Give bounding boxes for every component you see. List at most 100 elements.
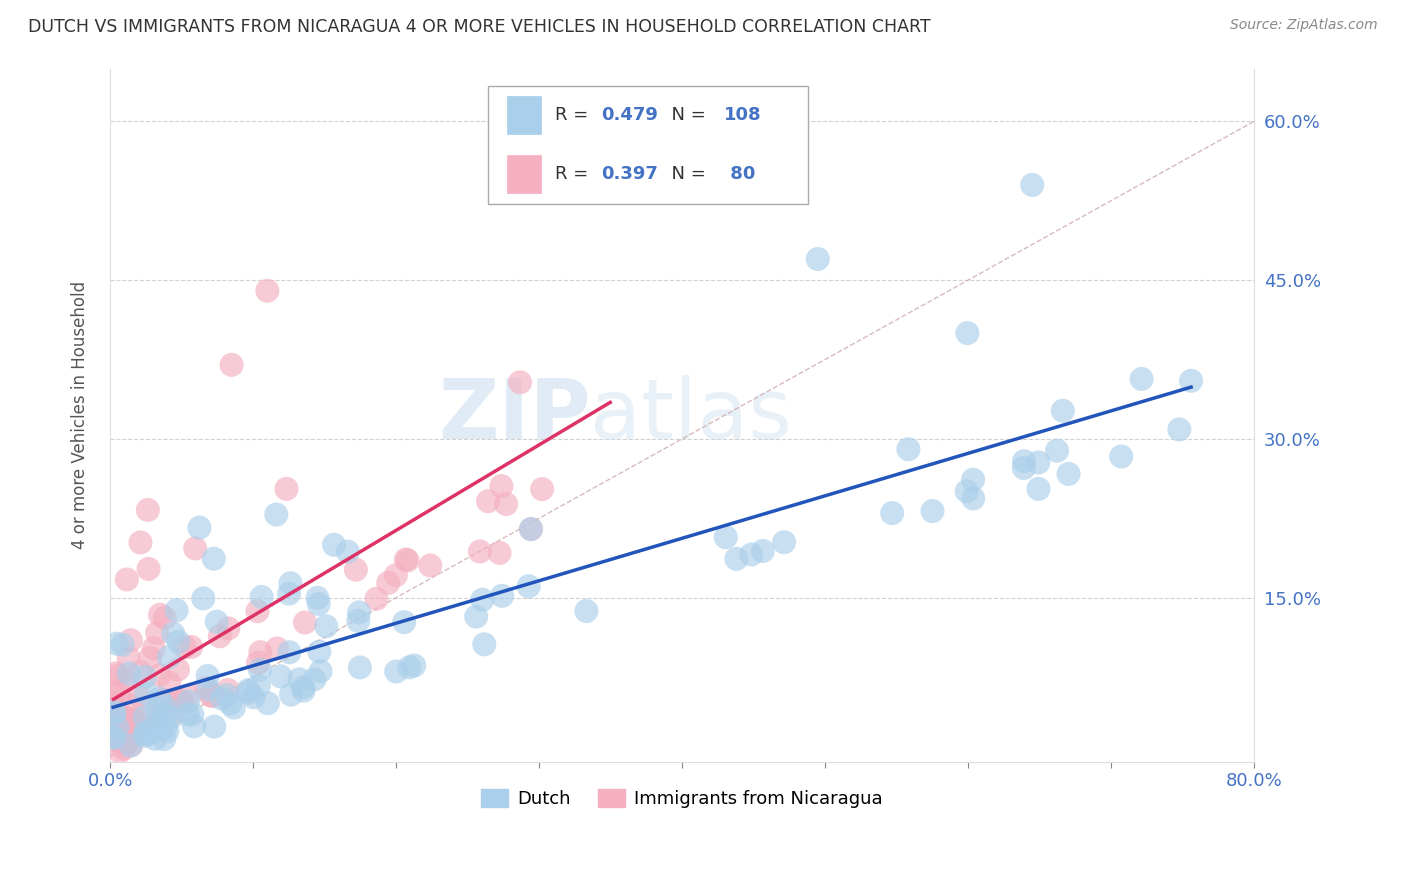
- Point: [112, 741, 135, 756]
- Point: [280, 688, 302, 702]
- Point: [288, 672, 311, 686]
- Point: [256, 696, 278, 710]
- Point: [166, 603, 188, 617]
- Point: [149, 691, 172, 706]
- Point: [491, 479, 513, 493]
- Point: [127, 688, 149, 702]
- Bar: [508, 96, 541, 135]
- Point: [101, 731, 124, 745]
- Point: [495, 497, 517, 511]
- Point: [129, 665, 152, 679]
- Point: [366, 591, 388, 606]
- Point: [162, 626, 184, 640]
- Point: [105, 637, 128, 651]
- Point: [108, 744, 131, 758]
- Point: [202, 551, 225, 566]
- Point: [103, 706, 125, 721]
- Point: [108, 706, 131, 720]
- Point: [956, 326, 979, 340]
- Point: [200, 688, 222, 702]
- Point: [117, 650, 139, 665]
- Point: [111, 737, 134, 751]
- Point: [160, 707, 183, 722]
- Point: [115, 712, 138, 726]
- Point: [520, 522, 543, 536]
- Point: [347, 606, 370, 620]
- Point: [107, 668, 129, 682]
- Point: [121, 713, 143, 727]
- Point: [1046, 443, 1069, 458]
- Text: R =: R =: [555, 165, 593, 183]
- Point: [188, 521, 211, 535]
- Point: [308, 645, 330, 659]
- Point: [177, 689, 200, 703]
- Point: [134, 729, 156, 743]
- Point: [202, 720, 225, 734]
- Point: [169, 693, 191, 707]
- Point: [714, 530, 737, 544]
- Point: [1052, 403, 1074, 417]
- Point: [201, 689, 224, 703]
- Point: [149, 607, 172, 622]
- Text: 0.397: 0.397: [600, 165, 658, 183]
- Point: [392, 615, 415, 629]
- Point: [115, 573, 138, 587]
- Point: [276, 482, 298, 496]
- Point: [103, 731, 125, 745]
- Point: [120, 714, 142, 728]
- Point: [1028, 482, 1050, 496]
- Point: [294, 615, 316, 630]
- Point: [266, 641, 288, 656]
- Point: [344, 563, 367, 577]
- Point: [465, 609, 488, 624]
- Point: [1168, 423, 1191, 437]
- Point: [336, 544, 359, 558]
- Point: [309, 665, 332, 679]
- Point: [217, 622, 239, 636]
- Point: [141, 707, 163, 722]
- Point: [1130, 372, 1153, 386]
- Point: [962, 491, 984, 506]
- Point: [172, 695, 194, 709]
- Point: [398, 660, 420, 674]
- Point: [114, 734, 136, 748]
- Point: [131, 718, 153, 732]
- Point: [270, 669, 292, 683]
- Point: [105, 712, 128, 726]
- Point: [153, 611, 176, 625]
- Point: [222, 700, 245, 714]
- Point: [249, 645, 271, 659]
- Point: [135, 686, 157, 700]
- Point: [385, 568, 408, 582]
- Point: [219, 697, 242, 711]
- Point: [193, 591, 215, 606]
- Point: [146, 625, 169, 640]
- Point: [921, 504, 943, 518]
- Point: [307, 591, 329, 605]
- Point: [238, 683, 260, 698]
- Point: [134, 725, 156, 739]
- Point: [396, 553, 419, 567]
- Point: [183, 719, 205, 733]
- Point: [143, 731, 166, 746]
- Text: 80: 80: [724, 165, 755, 183]
- Point: [103, 696, 125, 710]
- Point: [156, 724, 179, 739]
- Point: [152, 704, 174, 718]
- Point: [120, 738, 142, 752]
- Text: atlas: atlas: [591, 375, 792, 456]
- Point: [153, 692, 176, 706]
- Point: [404, 658, 426, 673]
- Point: [1109, 450, 1132, 464]
- Point: [395, 552, 418, 566]
- Text: N =: N =: [661, 106, 711, 124]
- Text: R =: R =: [555, 106, 593, 124]
- Point: [157, 650, 180, 665]
- Point: [266, 508, 288, 522]
- Point: [1012, 454, 1035, 468]
- Point: [160, 710, 183, 724]
- Point: [308, 597, 330, 611]
- Point: [280, 576, 302, 591]
- Point: [173, 640, 195, 654]
- Point: [118, 666, 141, 681]
